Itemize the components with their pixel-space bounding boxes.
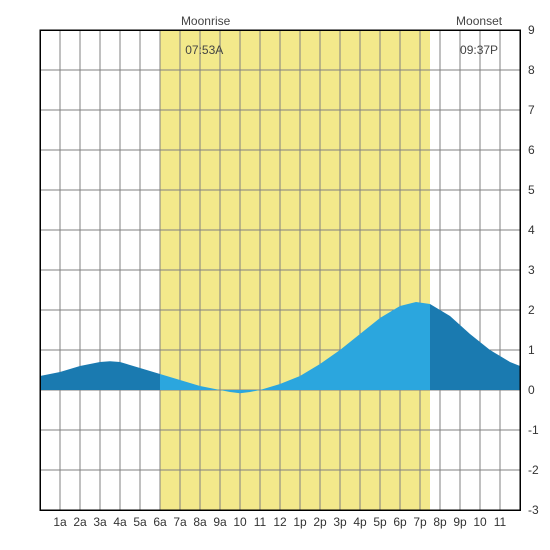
x-tick-label: 8a	[193, 515, 207, 529]
y-tick-label: 9	[528, 23, 535, 37]
grid	[40, 30, 520, 510]
x-tick-label: 9p	[453, 515, 467, 529]
x-tick-label: 11	[254, 515, 267, 529]
x-tick-label: 2a	[73, 515, 87, 529]
x-tick-label: 6a	[153, 515, 167, 529]
x-tick-label: 1p	[293, 515, 307, 529]
x-tick-label: 5a	[133, 515, 147, 529]
moonrise-title: Moonrise	[181, 14, 230, 28]
moonrise-label: Moonrise 07:53A	[168, 0, 228, 72]
x-tick-label: 2p	[313, 515, 327, 529]
y-tick-label: 2	[528, 303, 535, 317]
moonset-title: Moonset	[456, 14, 502, 28]
y-tick-label: 4	[528, 223, 535, 237]
x-tick-label: 12	[273, 515, 287, 529]
y-tick-label: -3	[528, 503, 539, 517]
y-tick-label: -2	[528, 463, 539, 477]
y-tick-label: 6	[528, 143, 535, 157]
y-tick-label: 5	[528, 183, 535, 197]
x-tick-label: 1a	[53, 515, 67, 529]
y-tick-label: 0	[528, 383, 535, 397]
chart-svg: -3-2-101234567891a2a3a4a5a6a7a8a9a101112…	[0, 0, 550, 550]
x-tick-label: 7a	[173, 515, 187, 529]
y-tick-label: 3	[528, 263, 535, 277]
moonset-time: 09:37P	[460, 43, 498, 57]
x-tick-label: 7p	[413, 515, 427, 529]
y-tick-label: 1	[528, 343, 535, 357]
x-tick-label: 3a	[93, 515, 107, 529]
x-tick-label: 4p	[353, 515, 367, 529]
y-tick-label: -1	[528, 423, 539, 437]
x-tick-label: 11	[494, 515, 507, 529]
x-tick-label: 5p	[373, 515, 387, 529]
y-tick-label: 7	[528, 103, 535, 117]
x-tick-label: 6p	[393, 515, 407, 529]
y-tick-label: 8	[528, 63, 535, 77]
x-tick-label: 3p	[333, 515, 347, 529]
x-tick-label: 10	[233, 515, 247, 529]
x-tick-label: 4a	[113, 515, 127, 529]
tide-chart: -3-2-101234567891a2a3a4a5a6a7a8a9a101112…	[0, 0, 550, 550]
x-tick-label: 10	[473, 515, 487, 529]
moonset-label: Moonset 09:37P	[442, 0, 502, 72]
x-tick-label: 9a	[213, 515, 227, 529]
moonrise-time: 07:53A	[185, 43, 223, 57]
x-tick-label: 8p	[433, 515, 447, 529]
